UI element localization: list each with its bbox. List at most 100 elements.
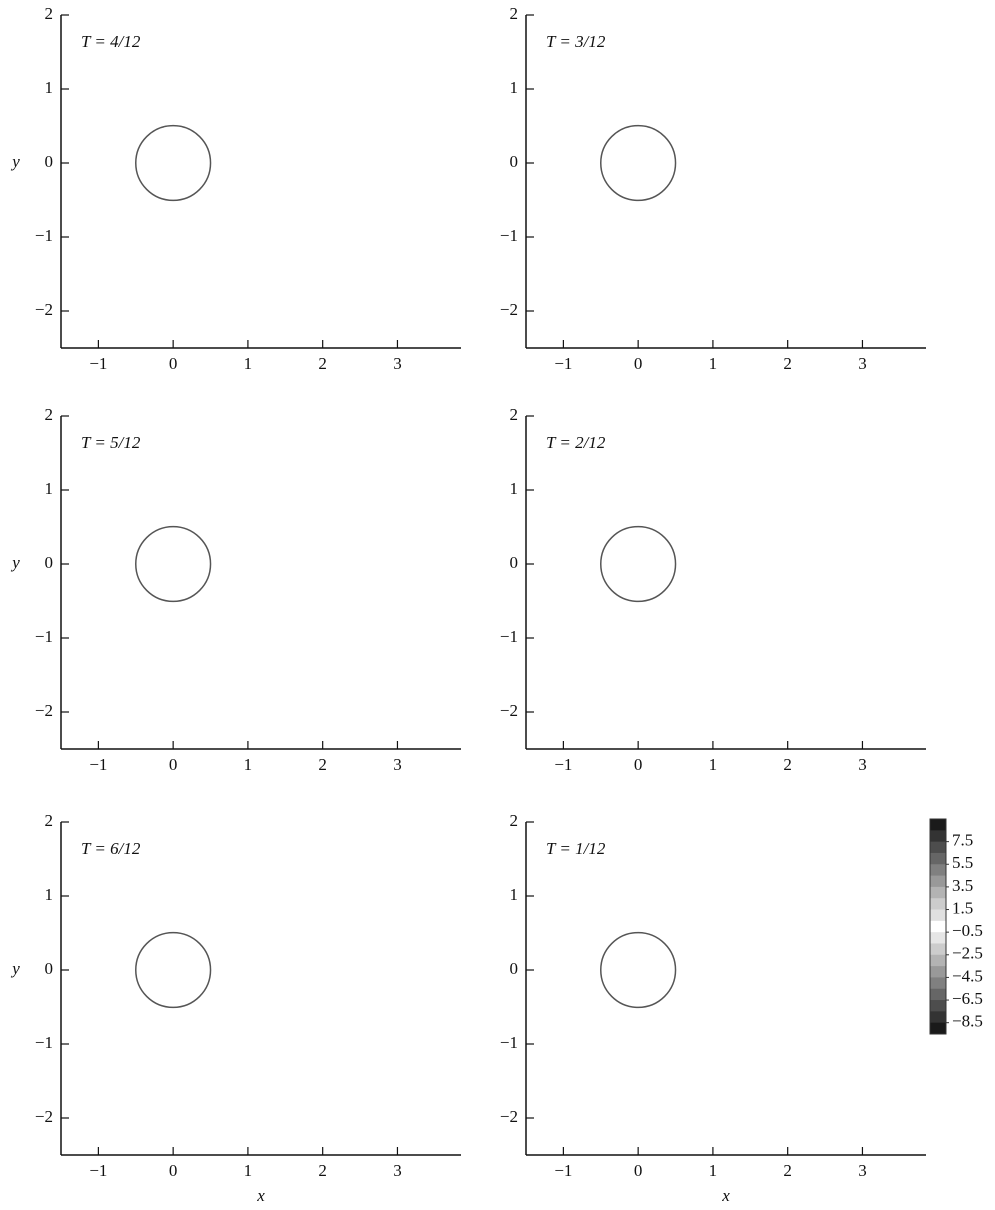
y-tick-label: −2 [35,300,53,319]
y-tick-label: 1 [510,78,519,97]
colorbar-label: −4.5 [952,966,983,985]
y-tick-label: 0 [510,959,519,978]
y-axis-label: y [10,959,20,978]
x-tick-label: −1 [89,755,107,774]
y-tick-label: 2 [45,811,54,830]
colorbar-band [930,966,946,978]
cylinder [600,525,677,603]
colorbar-frame [929,818,947,1035]
x-tick-label: −1 [554,354,572,373]
colorbar-label: 3.5 [952,876,973,895]
x-tick-label: 3 [858,1161,867,1180]
y-tick-label: 1 [510,885,519,904]
colorbar-band [930,886,946,899]
colorbar-band [930,819,946,831]
y-tick-label: −2 [35,1107,53,1126]
x-tick-label: 2 [783,1161,792,1180]
y-tick-label: 1 [45,479,54,498]
y-tick-label: 0 [45,152,54,171]
colorbar-band [930,932,946,944]
x-tick-label: 2 [318,1161,327,1180]
y-tick-label: 2 [45,4,54,23]
colorbar-label: 1.5 [952,898,973,917]
x-tick-label: 3 [393,1161,402,1180]
y-tick-label: −2 [500,300,518,319]
cylinder [135,525,212,603]
x-tick-label: 0 [634,1161,643,1180]
y-tick-label: 0 [45,959,54,978]
x-tick-label: 0 [634,354,643,373]
x-tick-label: 0 [169,1161,178,1180]
y-tick-label: 2 [510,811,519,830]
colorbar-band [930,920,946,933]
colorbar-band [930,954,946,967]
panel-title: T = 2/12 [546,433,606,452]
y-tick-label: 1 [45,885,54,904]
cylinder [600,931,677,1009]
colorbar-band [930,864,946,877]
cylinder [600,124,677,202]
colorbar-label: −6.5 [952,989,983,1008]
colorbar-label: −0.5 [952,921,983,940]
colorbar-label: 7.5 [952,831,973,850]
colorbar-band [930,943,946,956]
colorbar-band [930,852,946,865]
panel-title: T = 4/12 [81,32,141,51]
y-tick-label: −1 [35,1033,53,1052]
cylinder [135,931,212,1009]
y-tick-label: 0 [510,152,519,171]
cylinder [135,124,212,202]
x-tick-label: 0 [169,354,178,373]
y-axis-label: y [10,152,20,171]
x-tick-label: 2 [783,755,792,774]
colorbar-band [930,1000,946,1012]
y-tick-label: −2 [500,1107,518,1126]
x-tick-label: −1 [89,1161,107,1180]
x-tick-label: −1 [89,354,107,373]
y-tick-label: −1 [500,627,518,646]
y-tick-label: −1 [35,226,53,245]
colorbar-label: 5.5 [952,853,973,872]
x-tick-label: 1 [244,354,253,373]
x-tick-label: 0 [169,755,178,774]
colorbar-band [930,909,946,922]
x-tick-label: 3 [393,354,402,373]
y-tick-label: 2 [510,405,519,424]
colorbar-band [930,841,946,854]
colorbar-band [930,977,946,990]
colorbar-band [930,875,946,888]
x-tick-label: −1 [554,755,572,774]
panel-title: T = 1/12 [546,839,606,858]
y-tick-label: 0 [45,553,54,572]
y-tick-label: −1 [35,627,53,646]
x-tick-label: 3 [858,354,867,373]
x-tick-label: 1 [244,755,253,774]
x-tick-label: −1 [554,1161,572,1180]
x-tick-label: 3 [858,755,867,774]
colorbar-band [930,898,946,911]
colorbar-label: −8.5 [952,1012,983,1031]
x-tick-label: 1 [709,1161,718,1180]
x-tick-label: 2 [783,354,792,373]
y-tick-label: 2 [510,4,519,23]
panel-title: T = 3/12 [546,32,606,51]
y-tick-label: −1 [500,226,518,245]
colorbar-band [930,988,946,1001]
y-tick-label: 1 [45,78,54,97]
colorbar-band [930,1022,946,1035]
x-tick-label: 1 [709,354,718,373]
y-tick-label: 2 [45,405,54,424]
y-tick-label: 1 [510,479,519,498]
y-tick-label: −2 [35,701,53,720]
x-tick-label: 0 [634,755,643,774]
y-axis-label: y [10,553,20,572]
panel-title: T = 5/12 [81,433,141,452]
colorbar-band [930,1011,946,1024]
y-tick-label: −2 [500,701,518,720]
colorbar-band [930,830,946,843]
x-axis-label: x [256,1186,265,1205]
colorbar-label: −2.5 [952,944,983,963]
x-tick-label: 1 [244,1161,253,1180]
x-tick-label: 1 [709,755,718,774]
